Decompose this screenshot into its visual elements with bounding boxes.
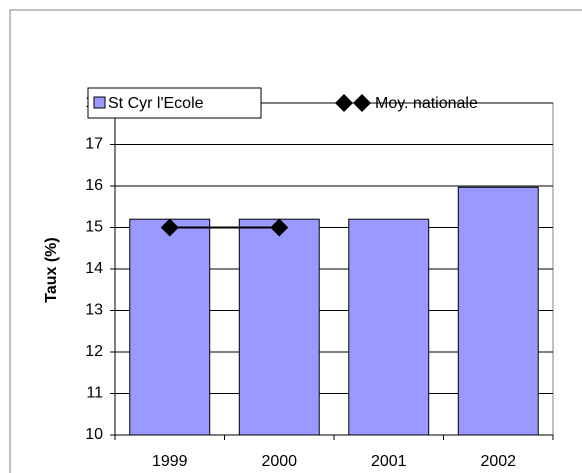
y-tick-label: 11: [86, 385, 103, 402]
legend-box: [87, 87, 262, 119]
bar: [238, 218, 320, 436]
x-tick-label: 2002: [480, 453, 516, 470]
line-marker: [160, 218, 179, 237]
y-tick-label: 16: [85, 177, 103, 194]
bar: [348, 218, 430, 436]
x-tick-label: 1999: [152, 453, 188, 470]
y-tick-label: 17: [85, 136, 103, 153]
x-tick-label: 2000: [261, 453, 297, 470]
y-tick-label: 12: [85, 343, 103, 360]
line-marker: [270, 218, 289, 237]
legend-marker: [335, 94, 371, 112]
legend-swatch: [93, 96, 106, 109]
y-tick-label: 14: [85, 260, 103, 277]
y-tick-label: 10: [85, 426, 103, 443]
y-tick-label: 13: [85, 302, 103, 319]
y-tick-label: 15: [85, 219, 103, 236]
bar: [457, 186, 539, 436]
legend-label: Moy. nationale: [375, 95, 478, 112]
x-tick-label: 2001: [371, 453, 407, 470]
legend-label: St Cyr l'Ecole: [108, 95, 204, 112]
y-axis-label: Taux (%): [43, 237, 60, 302]
bar: [129, 218, 211, 436]
